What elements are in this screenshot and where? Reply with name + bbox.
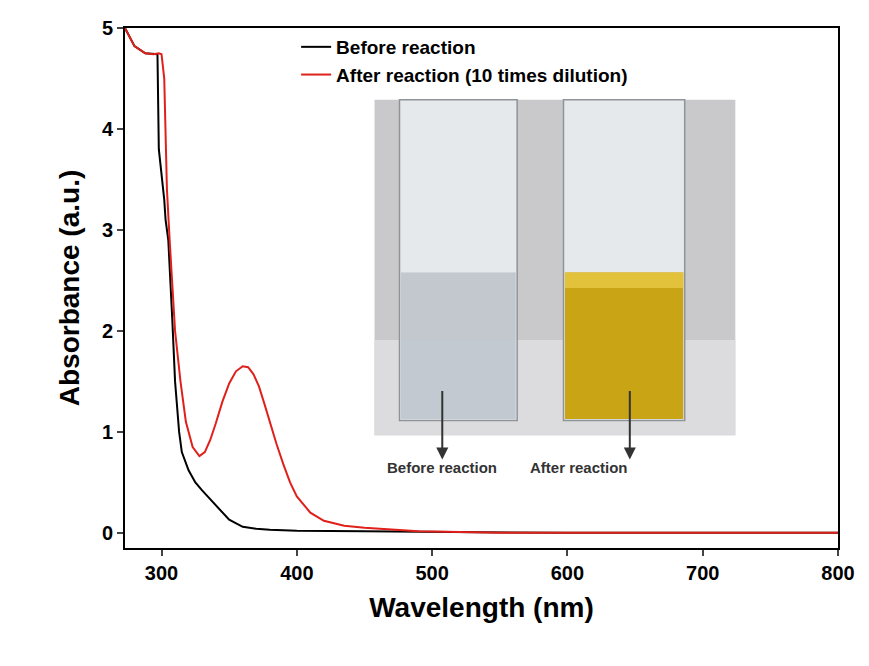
- svg-text:0: 0: [102, 522, 113, 544]
- svg-text:2: 2: [102, 320, 113, 342]
- svg-text:500: 500: [415, 562, 448, 584]
- svg-text:300: 300: [145, 562, 178, 584]
- svg-text:1: 1: [102, 421, 113, 443]
- svg-text:Absorbance (a.u.): Absorbance (a.u.): [54, 170, 85, 406]
- svg-text:Wavelength (nm): Wavelength (nm): [369, 592, 594, 623]
- svg-text:Before reaction: Before reaction: [336, 37, 475, 58]
- svg-text:After reaction: After reaction: [530, 459, 628, 476]
- svg-text:Before reaction: Before reaction: [387, 459, 497, 476]
- svg-text:4: 4: [102, 118, 114, 140]
- svg-text:5: 5: [102, 17, 113, 39]
- svg-text:400: 400: [280, 562, 313, 584]
- svg-text:3: 3: [102, 219, 113, 241]
- svg-text:After reaction (10 times dilut: After reaction (10 times dilution): [336, 65, 627, 86]
- svg-text:800: 800: [821, 562, 854, 584]
- svg-text:700: 700: [686, 562, 719, 584]
- svg-text:600: 600: [551, 562, 584, 584]
